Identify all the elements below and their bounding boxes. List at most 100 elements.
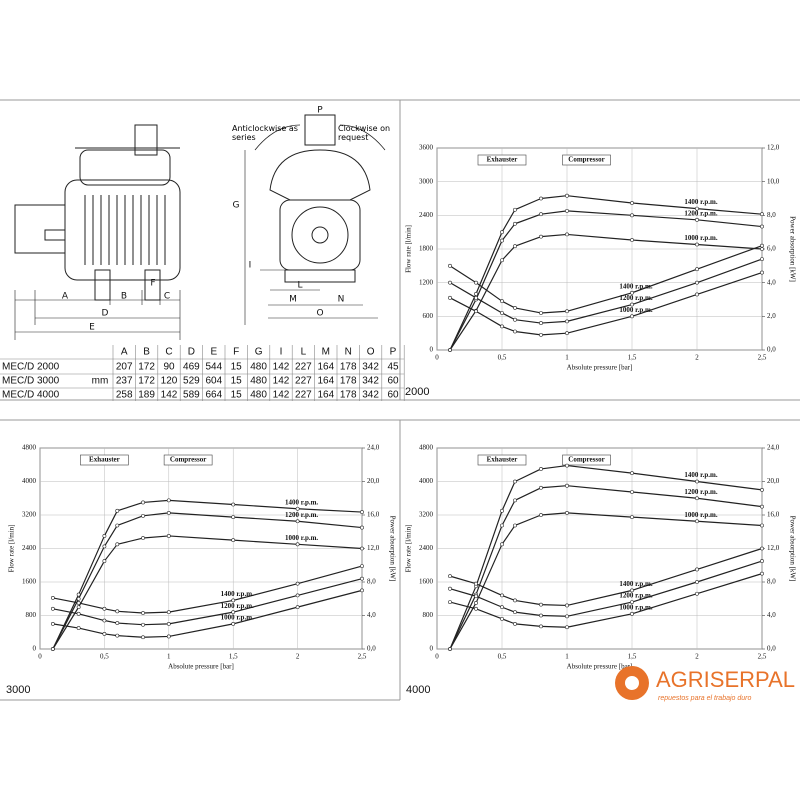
- data-point: [474, 581, 478, 586]
- data-point: [448, 600, 452, 605]
- data-point: [500, 258, 504, 263]
- data-point: [565, 319, 569, 324]
- data-point: [448, 263, 452, 268]
- data-point: [539, 613, 543, 618]
- y-tick-label: 3000: [419, 177, 434, 185]
- data-point: [102, 559, 107, 563]
- data-point: [474, 291, 478, 296]
- chart-label: 2000: [405, 386, 429, 398]
- table-cell: 342: [362, 376, 379, 387]
- y-tick-label: 1200: [419, 278, 434, 286]
- y2-tick-label: 20,0: [367, 477, 380, 485]
- dimension-label: A: [62, 292, 69, 302]
- data-point: [565, 483, 569, 488]
- table-cell: 604: [205, 376, 222, 387]
- data-point: [102, 618, 107, 623]
- data-point: [630, 588, 634, 593]
- data-point: [360, 564, 364, 568]
- data-point: [76, 596, 81, 601]
- table-header: C: [165, 347, 172, 358]
- y-tick-label: 3600: [419, 144, 434, 152]
- y-tick-label: 4800: [22, 444, 37, 452]
- data-point: [295, 605, 300, 610]
- data-point: [50, 621, 55, 626]
- data-point: [539, 212, 543, 217]
- data-point: [760, 559, 764, 563]
- x-tick-label: 0: [435, 354, 439, 362]
- data-point: [448, 647, 452, 651]
- data-point: [630, 238, 634, 242]
- table-cell: 480: [250, 390, 267, 401]
- annotation: Exhauster: [89, 456, 120, 464]
- data-point: [539, 624, 543, 629]
- table-cell: 45: [387, 362, 399, 373]
- table-cell: 172: [138, 362, 155, 373]
- data-point: [513, 317, 517, 322]
- data-point: [695, 242, 699, 247]
- data-point: [760, 224, 764, 229]
- data-point: [513, 306, 517, 310]
- series-label: 1400 r.p.m.: [684, 198, 717, 206]
- y2-axis-title: Power absorption [kW]: [788, 216, 796, 282]
- dimension-table: A B C D E F G I L M N O P MEC/D 2000 207 172 90 469 544 15 4…: [0, 345, 405, 401]
- data-point: [695, 567, 699, 572]
- y2-tick-label: 24,0: [767, 444, 780, 452]
- series-label: 1400 r.p.m.: [221, 590, 254, 598]
- table-cell: 142: [161, 390, 178, 401]
- annotation-box: [163, 454, 213, 466]
- data-point: [231, 538, 236, 543]
- logo-name: AGRISERPAL: [656, 667, 795, 692]
- dimension-label: M: [289, 295, 297, 305]
- data-point: [565, 625, 569, 630]
- data-point: [539, 467, 543, 471]
- table-cell: 15: [231, 376, 243, 387]
- data-point: [695, 206, 699, 211]
- x-axis-title: Absolute pressure [bar]: [567, 364, 633, 372]
- y-tick-label: 0: [430, 346, 434, 354]
- series-label: 1200 r.p.m.: [221, 602, 254, 610]
- data-point: [513, 479, 517, 484]
- data-point: [513, 244, 517, 249]
- data-point: [500, 542, 504, 547]
- data-point: [539, 321, 543, 325]
- data-point: [760, 243, 764, 248]
- data-point: [474, 295, 478, 300]
- table-cell: 178: [340, 376, 357, 387]
- data-point: [695, 217, 699, 222]
- data-point: [141, 500, 145, 505]
- table-header: F: [233, 347, 239, 358]
- table-header: A: [121, 347, 128, 358]
- table-cell: 589: [183, 390, 200, 401]
- data-point: [231, 515, 236, 519]
- y2-tick-label: 12,0: [767, 144, 780, 152]
- table-unit: mm: [92, 376, 109, 387]
- data-point: [76, 611, 81, 616]
- table-header: L: [301, 347, 307, 358]
- y2-tick-label: 12,0: [367, 544, 380, 552]
- series-label: 1000 r.p.m.: [619, 603, 652, 611]
- series-label: 1200 r.p.m.: [619, 294, 652, 302]
- data-point: [102, 606, 107, 611]
- data-point: [565, 614, 569, 619]
- pump-front-view: [244, 114, 386, 325]
- data-point: [115, 523, 120, 528]
- y-tick-label: 600: [423, 312, 434, 320]
- data-point: [500, 523, 504, 528]
- annotation-box: [477, 454, 527, 466]
- dimension-label: I: [249, 261, 252, 271]
- data-point: [760, 487, 764, 492]
- y2-tick-label: 2,0: [767, 312, 776, 320]
- table-cell: 664: [205, 390, 222, 401]
- dimension-label: B: [121, 292, 127, 302]
- y-tick-label: 4000: [419, 477, 434, 485]
- data-point: [102, 544, 107, 549]
- data-point: [565, 511, 569, 515]
- data-point: [513, 498, 517, 503]
- data-point: [695, 267, 699, 272]
- data-point: [448, 586, 452, 591]
- y-tick-label: 1600: [22, 578, 37, 586]
- data-point: [630, 600, 634, 605]
- data-point: [474, 601, 478, 605]
- table-cell: 164: [317, 390, 334, 401]
- dimension-label: N: [338, 295, 345, 305]
